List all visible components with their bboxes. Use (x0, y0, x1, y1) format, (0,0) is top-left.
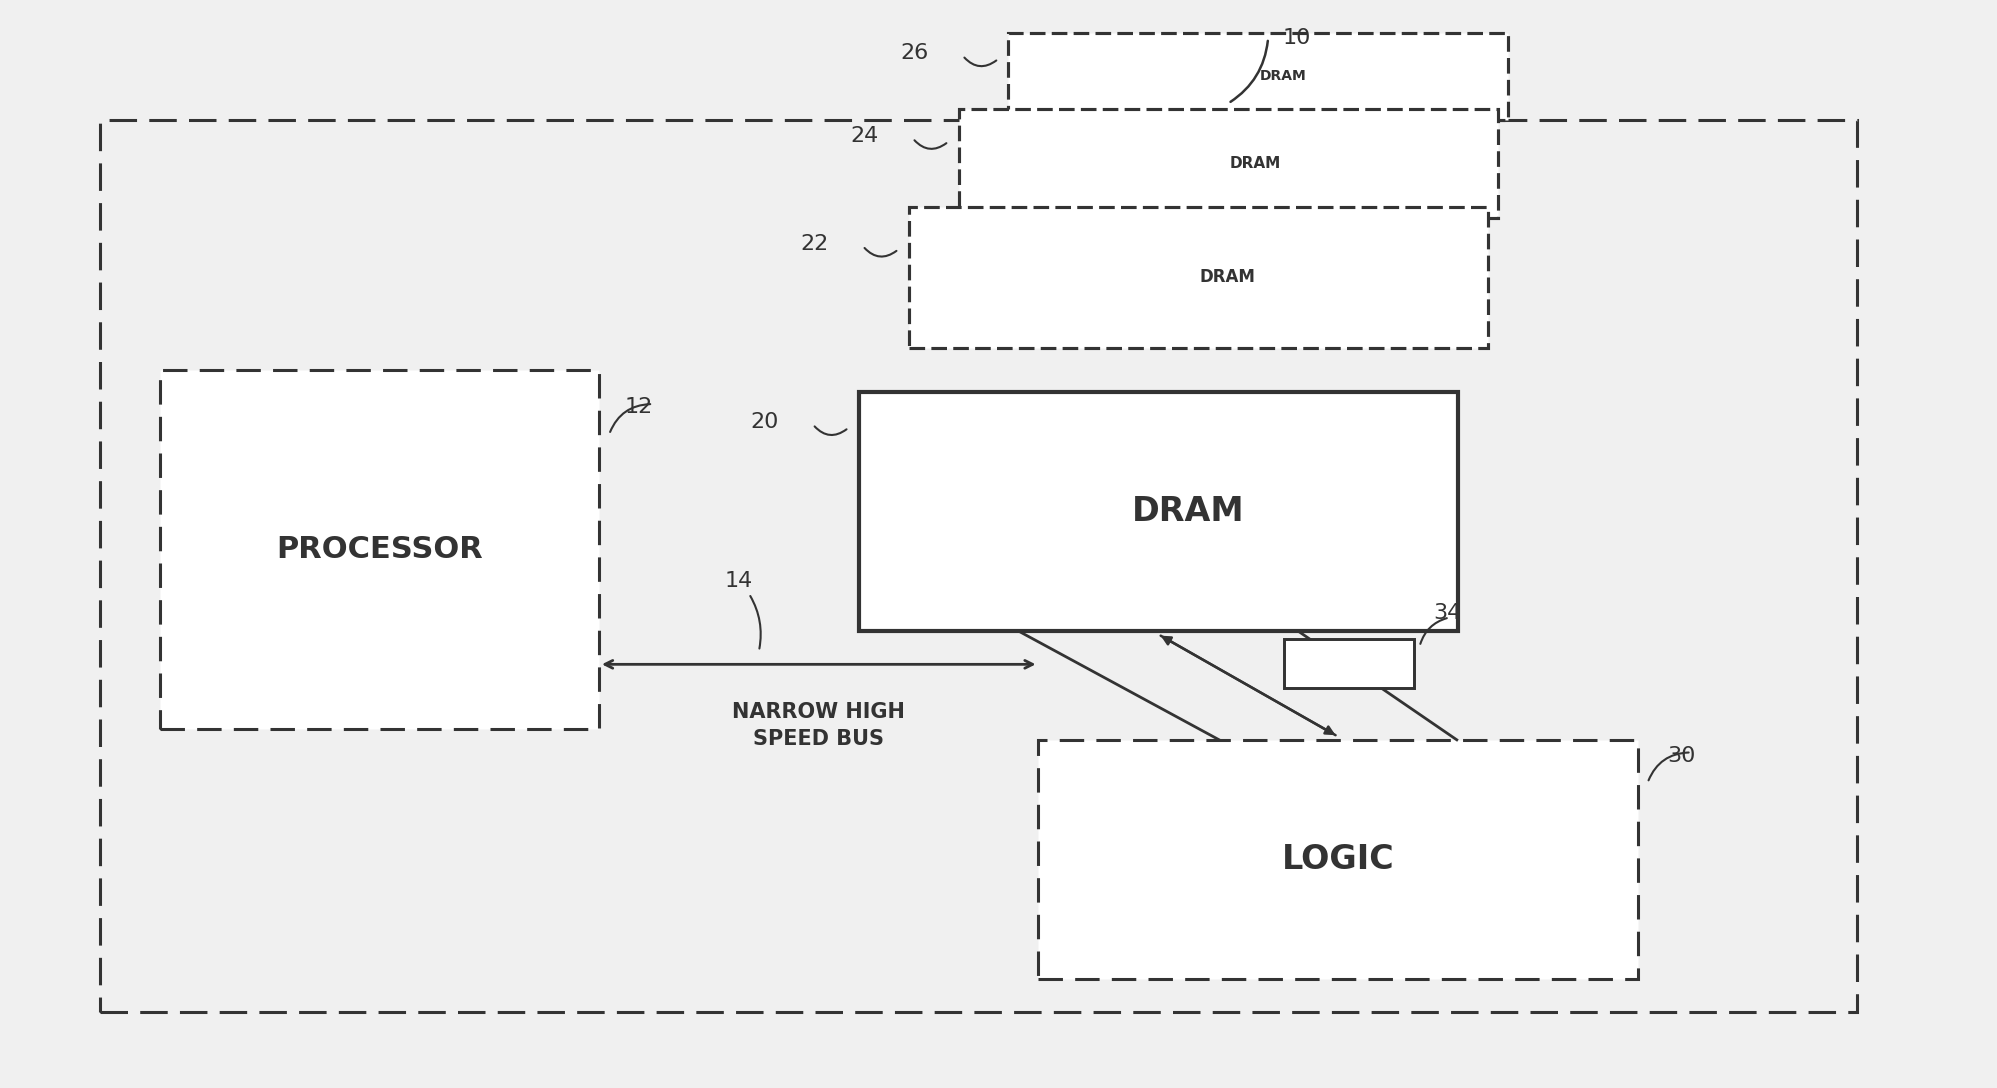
Text: DRAM: DRAM (1200, 269, 1254, 286)
Bar (160, 370, 599, 729)
Text: 14: 14 (725, 571, 753, 592)
Text: DRAM: DRAM (1260, 70, 1306, 83)
Bar (859, 392, 1458, 631)
Text: 12: 12 (625, 397, 653, 418)
Bar (100, 120, 1857, 1012)
Bar (1284, 640, 1414, 689)
Bar (959, 109, 1498, 218)
Text: DRAM: DRAM (1230, 156, 1280, 171)
Text: 22: 22 (801, 234, 829, 254)
Text: 20: 20 (751, 412, 779, 432)
Bar (1008, 33, 1508, 120)
Bar (1038, 740, 1638, 979)
Text: PROCESSOR: PROCESSOR (276, 535, 483, 564)
Text: 34: 34 (1434, 603, 1462, 622)
Text: DRAM: DRAM (1132, 495, 1244, 528)
Bar (909, 207, 1488, 348)
Text: NARROW HIGH
SPEED BUS: NARROW HIGH SPEED BUS (733, 703, 905, 749)
Text: LOGIC: LOGIC (1282, 843, 1394, 876)
Text: 10: 10 (1282, 28, 1310, 48)
Text: 26: 26 (901, 44, 929, 63)
Text: 24: 24 (851, 126, 879, 146)
Text: 30: 30 (1667, 745, 1695, 766)
